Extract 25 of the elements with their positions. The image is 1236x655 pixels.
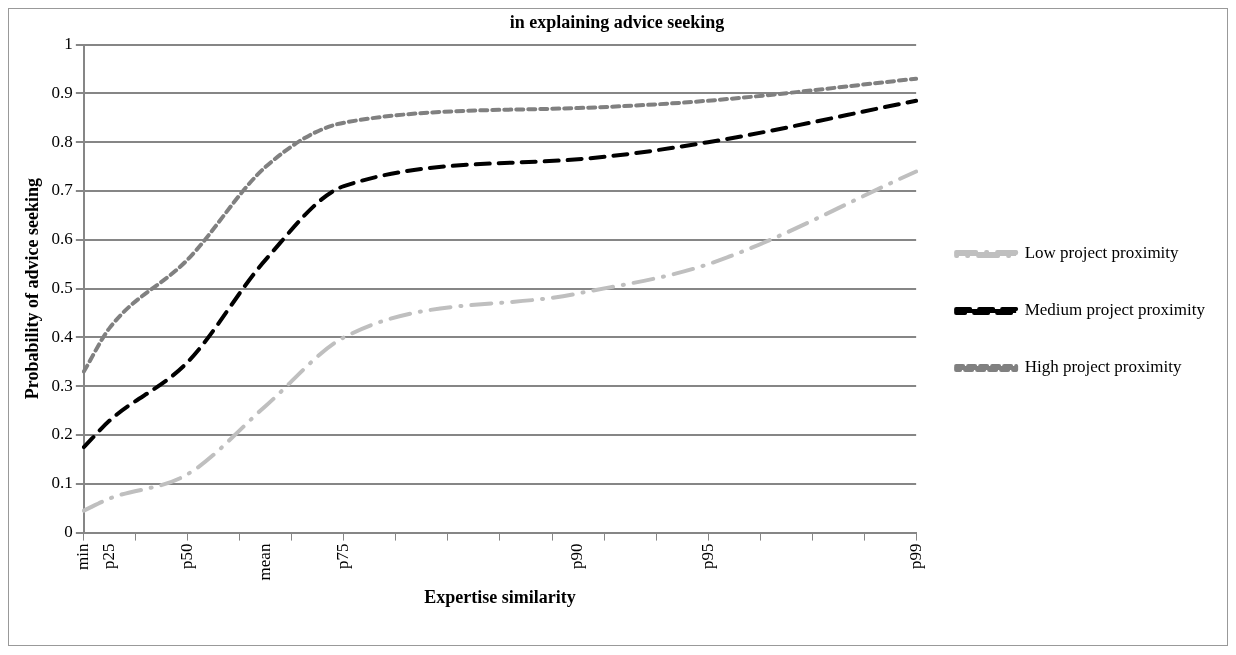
y-tick-label: 0.5 xyxy=(51,278,73,298)
legend-label: Medium project proximity xyxy=(1024,300,1206,320)
x-tick-label: mean xyxy=(255,543,275,581)
x-tick-label: p99 xyxy=(905,543,925,570)
x-tick-label: p75 xyxy=(333,543,353,570)
x-tick-label: min xyxy=(73,543,93,571)
x-tick-label: p90 xyxy=(567,543,587,570)
y-tick-label: 0.9 xyxy=(51,82,73,102)
y-axis-title: Probability of advice seeking xyxy=(22,178,43,400)
legend-label: High project proximity xyxy=(1024,357,1182,377)
x-axis-title: Expertise similarity xyxy=(424,586,576,607)
chart-title: in explaining advice seeking xyxy=(509,12,725,33)
y-tick-label: 1 xyxy=(64,34,73,54)
x-tick-label: p50 xyxy=(177,543,197,570)
y-tick-label: 0.2 xyxy=(51,424,73,444)
x-tick-label: p25 xyxy=(99,543,119,570)
y-tick-label: 0.7 xyxy=(51,180,74,200)
y-tick-label: 0.6 xyxy=(51,229,73,249)
y-tick-label: 0 xyxy=(64,522,73,542)
legend-label: Low project proximity xyxy=(1024,243,1180,263)
y-tick-label: 0.4 xyxy=(51,326,74,346)
x-tick-label: p95 xyxy=(697,543,717,570)
y-tick-label: 0.1 xyxy=(51,473,73,493)
y-tick-label: 0.8 xyxy=(51,131,73,151)
y-tick-label: 0.3 xyxy=(51,375,73,395)
